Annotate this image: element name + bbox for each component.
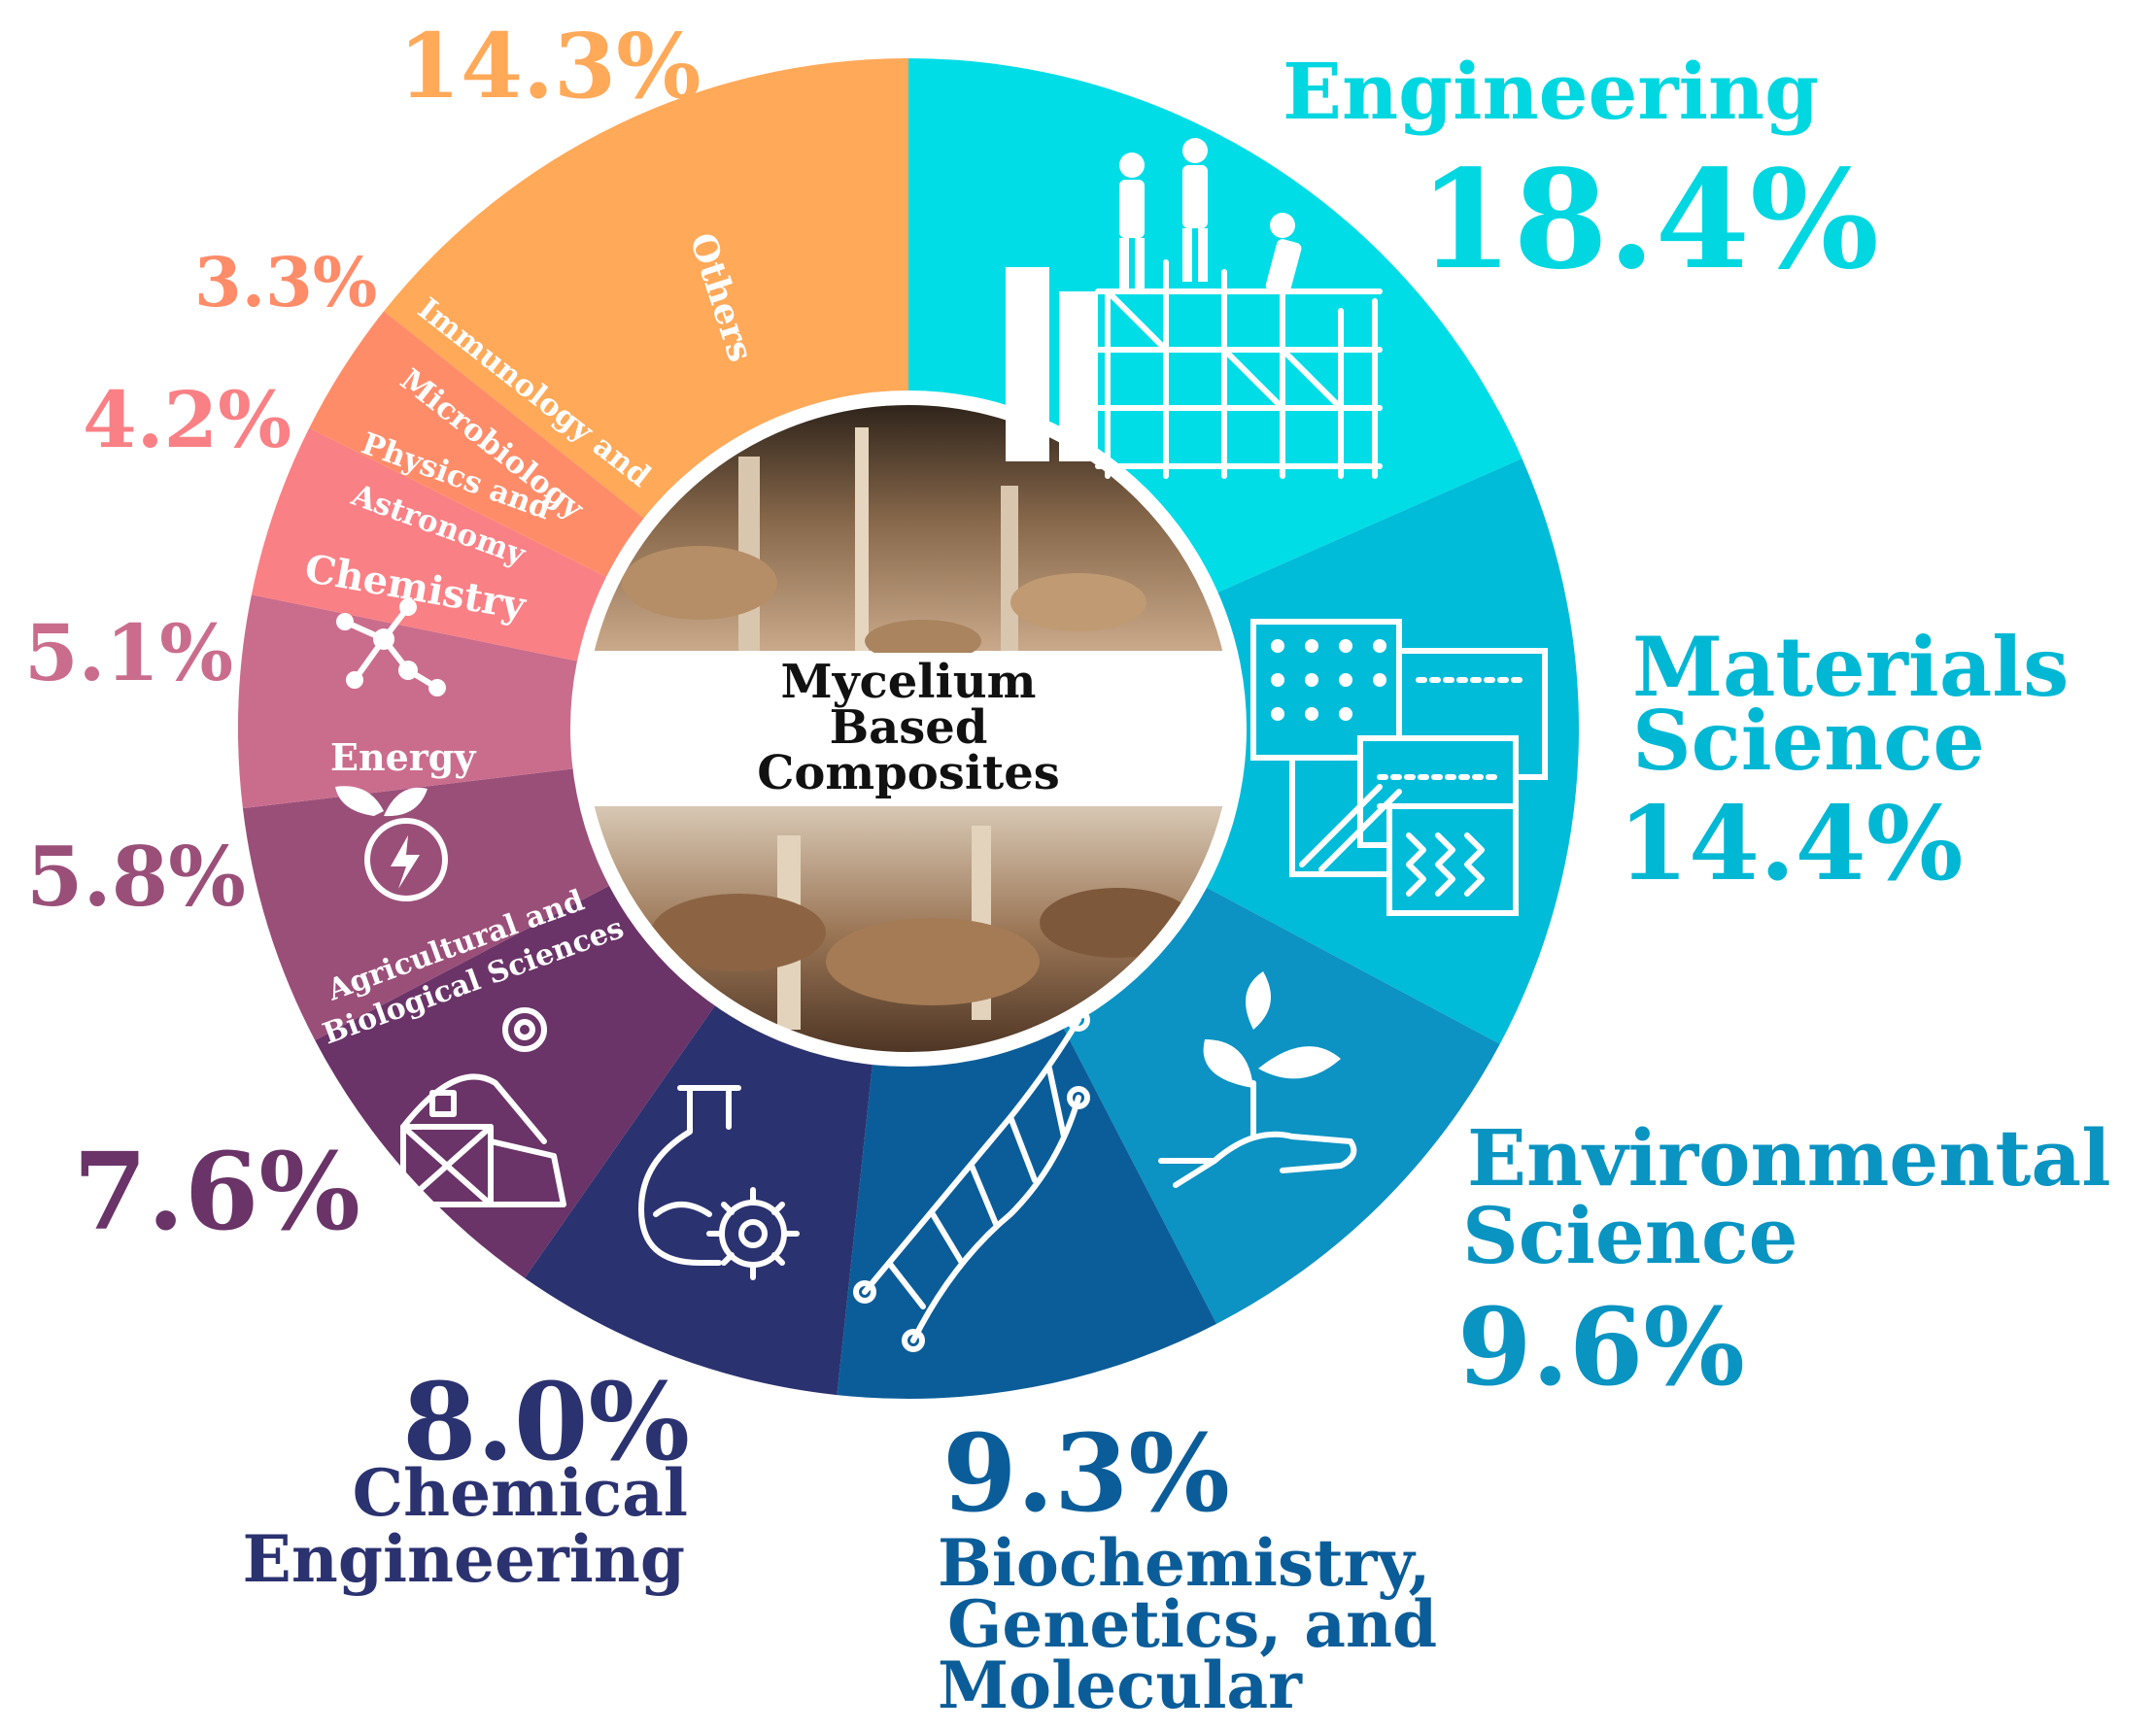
center-title-line-1: Mycelium	[781, 655, 1037, 709]
material-textures-icon	[1250, 619, 1548, 916]
label-others-pct: 14.3%	[398, 14, 702, 119]
center-title-line-2: Based	[830, 700, 988, 755]
label-environmental-name-2: Science	[1462, 1190, 1798, 1281]
slice-agricultural-and-biological-sciences	[315, 882, 720, 1278]
label-engineering-name: Engineering	[1283, 46, 1819, 137]
barn-icon	[400, 1007, 566, 1207]
slice-physics-and-astronomy	[251, 427, 614, 663]
label-energy-pct: 5.8%	[26, 829, 246, 925]
label-chemeng-name-2: Engineering	[243, 1521, 685, 1597]
external-labels: Engineering 18.4% Materials Science 14.4…	[24, 14, 2111, 1723]
slice-energy	[242, 767, 617, 1040]
label-biochem-name-1: Biochemistry,	[938, 1525, 1430, 1601]
label-biochem-pct: 9.3%	[942, 1410, 1230, 1536]
label-immuno-pct: 3.3%	[194, 242, 377, 322]
center-title: Mycelium Based Composites	[757, 655, 1060, 800]
plant-in-hand-icon	[1158, 971, 1357, 1188]
label-physics-pct: 4.2%	[83, 374, 291, 465]
donut-slices	[237, 58, 1580, 1399]
label-materials-name-1: Materials	[1632, 619, 2069, 715]
label-environmental-pct: 9.6%	[1457, 1284, 1745, 1409]
leaf-bolt-icon	[335, 786, 448, 901]
slice-chemical-engineering	[525, 999, 873, 1396]
dna-icon	[853, 1008, 1090, 1352]
slice-others	[384, 58, 908, 524]
center-title-line-3: Composites	[757, 746, 1060, 800]
construction-workers-icon	[1006, 138, 1383, 479]
label-biochem-name-2: Genetics, and	[947, 1586, 1437, 1662]
label-environmental-name-1: Environmental	[1467, 1112, 2111, 1204]
flask-gear-icon	[638, 1085, 800, 1280]
slice-chemistry	[237, 594, 585, 809]
label-materials-pct: 14.4%	[1618, 783, 1964, 903]
slice-engineering	[908, 58, 1523, 596]
label-agri-pct: 7.6%	[73, 1129, 360, 1254]
slice-immunology-and-microbiology	[309, 311, 650, 581]
slice-label-energy: Energy	[330, 735, 476, 779]
label-engineering-pct: 18.4%	[1419, 141, 1879, 300]
label-biochem-name-3: Molecular	[938, 1647, 1303, 1723]
label-chemeng-pct: 8.0%	[402, 1359, 690, 1484]
slice-environmental-science	[1060, 884, 1500, 1324]
molecule-icon	[336, 598, 446, 696]
label-chemeng-name-1: Chemical	[353, 1455, 688, 1531]
label-materials-name-2: Science	[1632, 693, 1985, 789]
label-chemistry-pct: 5.1%	[24, 607, 233, 698]
